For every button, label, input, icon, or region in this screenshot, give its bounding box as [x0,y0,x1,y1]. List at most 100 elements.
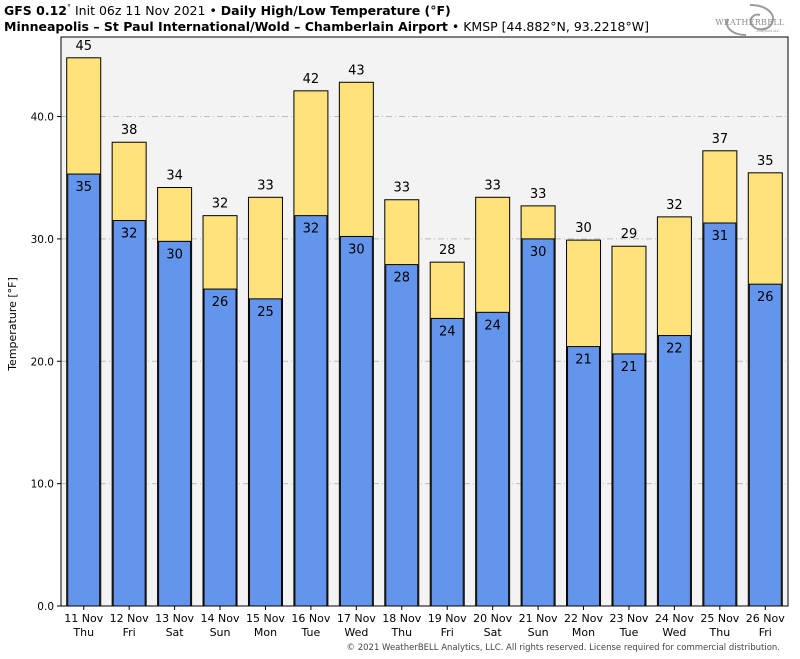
low-temp-bar [339,235,373,607]
high-temp-label: 33 [530,187,547,202]
x-tick-date: 15 Nov [246,612,285,625]
low-temp-label: 24 [484,318,501,333]
x-tick-date: 17 Nov [337,612,376,625]
low-temp-bar [430,317,464,607]
high-temp-label: 32 [212,197,229,212]
chart-header-line2: Minneapolis – St Paul International/Wold… [4,19,649,34]
station-location: KMSP [44.882°N, 93.2218°W] [463,19,650,34]
low-temp-label: 24 [439,324,456,339]
x-tick-date: 22 Nov [564,612,603,625]
low-temp-bar [385,264,419,607]
chart-header-line1: GFS 0.12° Init 06z 11 Nov 2021 • Daily H… [4,3,451,18]
x-tick-day: Mon [254,626,277,639]
logo-tagline: Analytics LLC [756,29,780,33]
weatherbell-logo: WEATHERBELL Analytics LLC [715,4,785,36]
low-temp-label: 32 [121,227,138,242]
low-temp-bar [158,240,192,607]
separator: • [209,3,217,19]
low-temp-bar [748,283,782,607]
low-temp-label: 35 [75,180,92,195]
low-temp-bar [703,222,737,607]
x-tick-date: 14 Nov [201,612,240,625]
low-temp-bar [612,353,646,607]
x-tick-day: Sun [210,626,231,639]
x-tick-date: 26 Nov [746,612,785,625]
x-tick-day: Fri [441,626,454,639]
x-tick-day: Mon [572,626,595,639]
plot-frame [60,36,789,607]
x-tick-day: Fri [123,626,136,639]
x-tick-day: Wed [662,626,686,639]
high-temp-label: 38 [121,123,138,138]
low-temp-label: 30 [166,247,183,262]
swirl-icon [726,4,774,36]
x-tick-day: Sat [484,626,503,639]
high-temp-label: 45 [75,39,92,54]
high-temp-label: 29 [621,227,638,242]
x-tick-day: Fri [759,626,772,639]
x-tick-day: Thu [709,626,731,639]
init-time: Init 06z 11 Nov 2021 [74,3,206,19]
low-temp-label: 21 [575,353,592,368]
high-temp-label: 34 [166,169,183,184]
x-tick-date: 13 Nov [155,612,194,625]
high-temp-label: 42 [303,72,320,87]
x-tick-day: Tue [619,626,639,639]
y-axis: 0.0 10.0 20.0 30.0 40.0 [31,112,61,613]
chart-title: Daily High/Low Temperature (°F) [220,3,451,19]
low-temp-bar [294,215,328,607]
low-temp-label: 28 [394,271,411,286]
y-tick-label: 0.0 [37,601,54,613]
station-name: Minneapolis – St Paul International/Wold… [4,19,448,34]
x-tick-day: Sun [528,626,549,639]
x-tick-date: 24 Nov [655,612,694,625]
low-temp-bar [521,238,555,607]
high-temp-label: 32 [666,198,683,213]
y-tick-label: 10.0 [31,479,54,491]
model-degree: ° [67,3,71,12]
low-temp-bar [67,173,101,607]
x-tick-date: 21 Nov [519,612,558,625]
x-tick-date: 18 Nov [382,612,421,625]
model-name: GFS 0.12 [4,3,67,19]
high-temp-label: 33 [394,181,411,196]
x-tick-date: 20 Nov [473,612,512,625]
logo-text: WEATHERBELL [715,18,785,27]
y-tick-label: 20.0 [31,356,54,368]
x-tick-date: 16 Nov [291,612,330,625]
low-temp-bar [248,298,282,607]
high-temp-label: 37 [712,132,729,147]
value-labels: 45 35 38 32 34 30 32 26 33 25 42 32 43 30 33 28 28 24 33 24… [75,39,773,375]
x-tick-date: 12 Nov [110,612,149,625]
high-temp-label: 30 [575,221,592,236]
low-temp-label: 25 [257,305,274,320]
high-temp-label: 33 [257,178,274,193]
x-tick-date: 19 Nov [428,612,467,625]
x-tick-date: 11 Nov [64,612,103,625]
low-temp-bar [567,346,601,607]
low-temp-bar [657,335,691,607]
y-axis-label: Temperature [°F] [6,277,19,372]
low-temp-bar [476,311,510,607]
high-temp-label: 43 [348,63,365,78]
x-tick-date: 25 Nov [700,612,739,625]
low-temp-bar [112,220,146,607]
low-temp-label: 30 [530,245,547,260]
y-tick-label: 30.0 [31,234,54,246]
x-tick-day: Tue [301,626,321,639]
high-temp-label: 28 [439,243,456,258]
low-temp-label: 26 [757,290,774,305]
low-temp-label: 32 [303,222,320,237]
x-tick-day: Thu [390,626,412,639]
x-tick-date: 23 Nov [609,612,648,625]
low-temp-label: 26 [212,295,229,310]
x-tick-day: Sat [166,626,185,639]
bars [66,57,783,607]
low-temp-label: 21 [621,360,638,375]
low-temp-label: 22 [666,342,683,357]
high-temp-label: 35 [757,154,774,169]
copyright-footer: © 2021 WeatherBELL Analytics, LLC. All r… [346,643,780,653]
low-temp-label: 30 [348,242,365,257]
